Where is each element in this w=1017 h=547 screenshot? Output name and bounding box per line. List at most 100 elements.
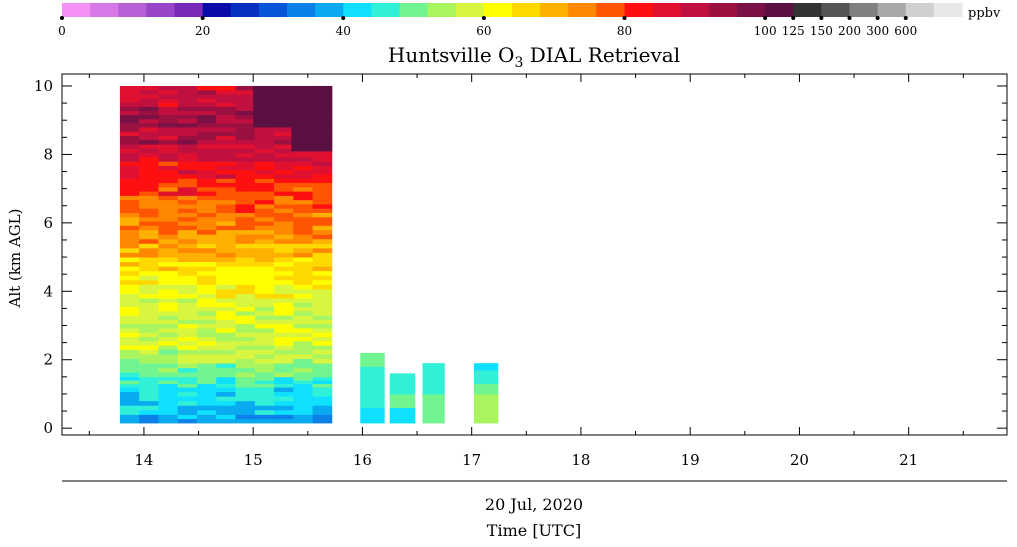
- colorbar-swatch: [737, 3, 766, 17]
- heatmap-cell: [139, 358, 159, 364]
- heatmap-cell: [254, 191, 275, 196]
- heatmap-cell: [177, 310, 198, 316]
- heatmap-cell: [473, 369, 499, 375]
- heatmap-cell: [196, 302, 217, 308]
- heatmap-cell: [139, 122, 159, 128]
- heatmap-cell: [312, 169, 333, 175]
- heatmap-cell: [158, 106, 179, 112]
- heatmap-cell: [196, 349, 217, 355]
- heatmap-cell: [293, 400, 313, 406]
- heatmap-cell: [177, 363, 198, 369]
- heatmap-cell: [177, 336, 198, 342]
- heatmap-cell: [119, 257, 140, 263]
- heatmap-cell: [139, 165, 159, 171]
- heatmap-cell: [216, 195, 236, 201]
- heatmap-cell: [312, 302, 333, 308]
- heatmap-cell: [177, 358, 198, 364]
- heatmap-cell: [139, 208, 159, 213]
- colorbar-swatch: [146, 3, 175, 17]
- colorbar-tick-label: 600: [894, 24, 917, 38]
- heatmap-cell: [139, 376, 159, 381]
- heatmap-cell: [274, 204, 294, 209]
- heatmap-cell: [177, 127, 198, 132]
- heatmap-cell: [119, 323, 140, 329]
- heatmap-cell: [139, 252, 159, 258]
- heatmap-cell: [216, 94, 236, 99]
- heatmap-cell: [312, 165, 333, 171]
- heatmap-cell: [254, 306, 275, 312]
- heatmap-cell: [389, 377, 416, 383]
- heatmap-cell: [422, 393, 445, 399]
- colorbar-swatch: [455, 3, 485, 17]
- heatmap-cell: [216, 118, 236, 124]
- heatmap-cell: [291, 134, 333, 140]
- heatmap-cell: [312, 252, 333, 258]
- colorbar-swatch: [793, 3, 822, 17]
- heatmap-cell: [158, 238, 179, 244]
- colorbar-swatch: [540, 3, 569, 17]
- x-tick-label: 20: [790, 451, 809, 469]
- heatmap-cell: [139, 261, 159, 267]
- heatmap-cell: [312, 418, 333, 424]
- heatmap-cell: [235, 148, 256, 154]
- heatmap-cell: [254, 380, 275, 385]
- heatmap-cell: [293, 161, 313, 166]
- colorbar-swatch: [174, 3, 204, 17]
- colorbar-tick-label: 100: [754, 24, 777, 38]
- heatmap-cell: [119, 148, 140, 154]
- heatmap-cell: [235, 270, 256, 276]
- heatmap-cell: [254, 195, 275, 201]
- heatmap-cell: [235, 85, 256, 91]
- heatmap-cell: [293, 178, 313, 184]
- colorbar-swatch: [849, 3, 879, 17]
- heatmap-cell: [177, 319, 198, 325]
- heatmap-cell: [158, 208, 179, 213]
- heatmap-cell: [196, 289, 217, 294]
- heatmap-cell: [293, 380, 313, 385]
- heatmap-cell: [254, 152, 275, 158]
- heatmap-cell: [196, 191, 217, 196]
- heatmap-cell: [274, 336, 294, 342]
- heatmap-cell: [216, 298, 236, 303]
- heatmap-cell: [119, 266, 140, 272]
- heatmap-cell: [291, 98, 333, 103]
- heatmap-cell: [119, 306, 140, 312]
- heatmap-cell: [235, 418, 256, 424]
- heatmap-cell: [293, 284, 313, 290]
- colorbar-swatch: [230, 3, 260, 17]
- heatmap-cell: [254, 284, 275, 290]
- heatmap-cell: [158, 221, 179, 226]
- heatmap-cell: [177, 383, 198, 388]
- heatmap-cell: [196, 90, 217, 95]
- heatmap-cell: [254, 387, 275, 393]
- heatmap-cell: [235, 169, 256, 175]
- heatmap-cell: [158, 315, 179, 320]
- heatmap-cell: [119, 139, 140, 145]
- heatmap-cell: [274, 391, 294, 397]
- heatmap-cell: [274, 199, 294, 205]
- heatmap-cell: [293, 270, 313, 276]
- heatmap-cell: [235, 387, 256, 393]
- heatmap-cell: [312, 376, 333, 381]
- heatmap-cell: [312, 349, 333, 355]
- heatmap-cell: [177, 85, 198, 91]
- heatmap-cell: [312, 208, 333, 213]
- heatmap-cell: [235, 354, 256, 359]
- heatmap-cell: [422, 371, 445, 377]
- heatmap-cell: [235, 279, 256, 285]
- heatmap-cell: [473, 398, 499, 403]
- heatmap-cell: [312, 216, 333, 222]
- heatmap-cell: [119, 396, 140, 402]
- heatmap-cell: [274, 302, 294, 308]
- colorbar-swatch: [315, 3, 344, 17]
- heatmap-cell: [158, 90, 179, 95]
- heatmap-cell: [235, 161, 256, 166]
- heatmap-cell: [216, 148, 236, 154]
- heatmap-cell: [177, 156, 198, 162]
- colorbar-tick-label: 40: [336, 24, 351, 38]
- heatmap-cell: [235, 182, 256, 188]
- heatmap-cell: [312, 298, 333, 303]
- x-tick-label: 18: [571, 451, 590, 469]
- x-axis-date-label: 20 Jul, 2020: [485, 495, 583, 514]
- heatmap-cell: [254, 266, 275, 272]
